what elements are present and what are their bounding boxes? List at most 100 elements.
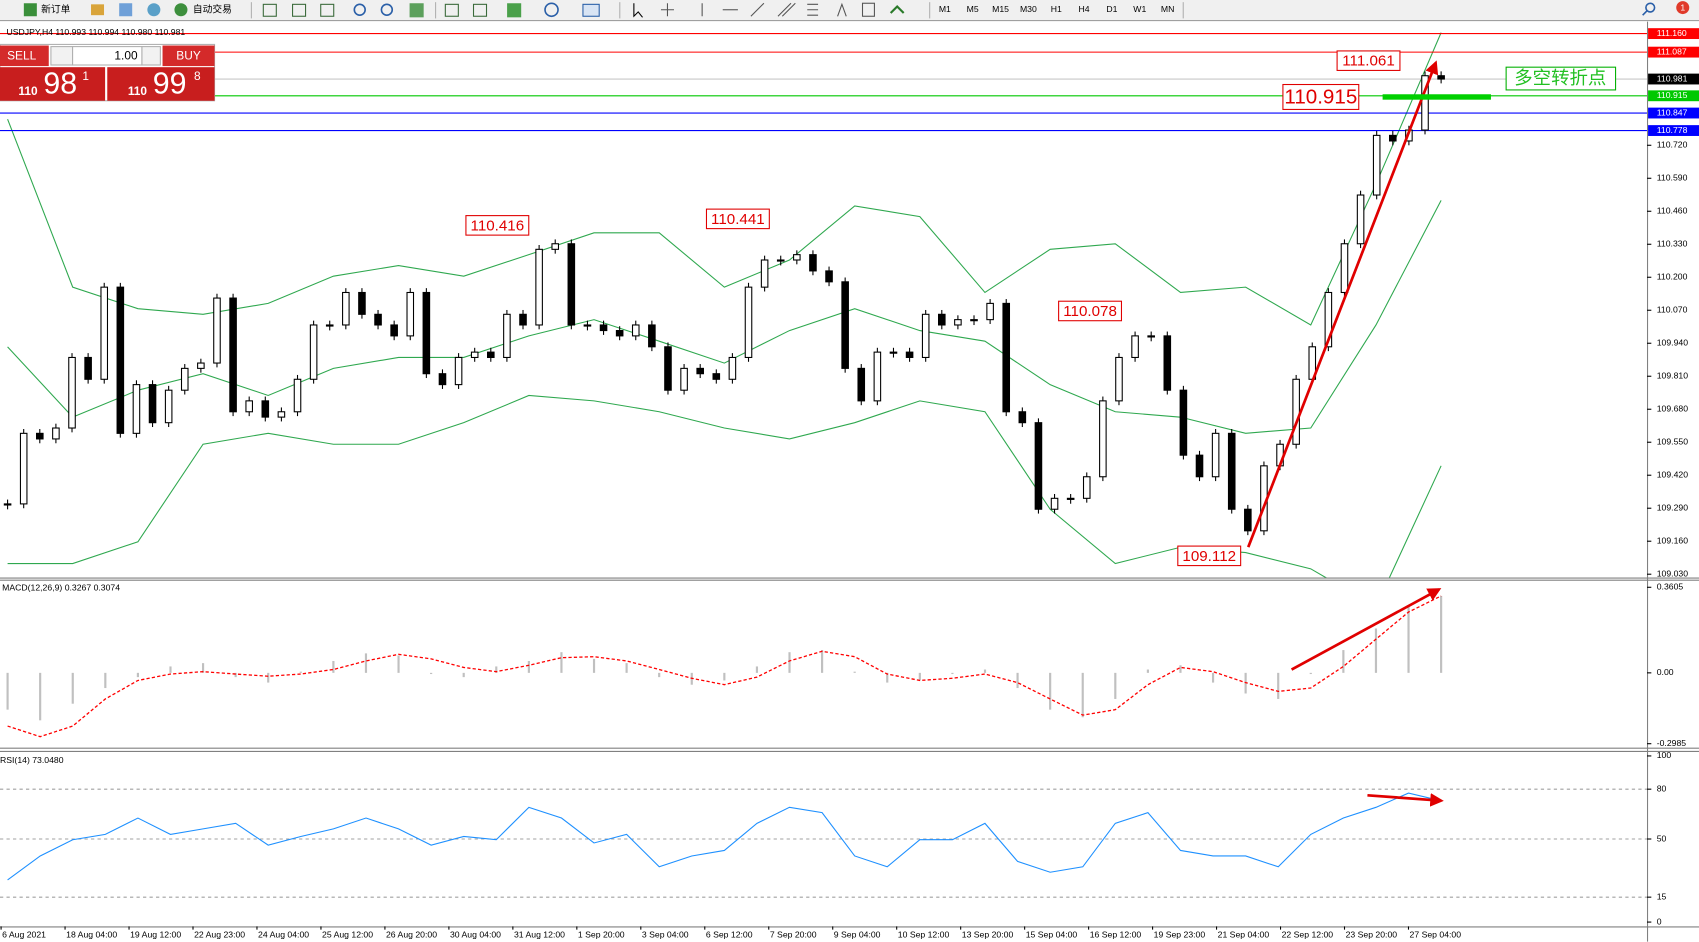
price-level-label: 111.087 [1657,46,1687,56]
auto-trading-button[interactable]: 自动交易 [193,2,232,15]
rsi-arrow[interactable] [1367,793,1444,807]
price-level-tag [1648,107,1699,119]
y-tick-label: 110.070 [1657,305,1688,315]
macd-bar [1049,672,1052,710]
zoom-out-icon[interactable] [380,3,394,16]
macd-bar [527,660,530,673]
ask-box[interactable] [107,67,215,101]
template-icon[interactable] [582,3,600,17]
y-tick-label: 109.420 [1657,470,1688,480]
y-tick-label: 80 [1657,783,1667,793]
y-tick-label: 110.330 [1657,239,1688,249]
timeframe-button[interactable]: D1 [1106,4,1117,14]
timeframe-button[interactable]: MN [1161,4,1174,14]
candle [631,324,640,337]
new-order-icon[interactable] [23,3,37,17]
macd-bar [625,663,628,673]
x-tick-label: 19 Sep 23:00 [1154,929,1206,939]
candle [1099,400,1107,478]
y-tick-label: 0.00 [1657,667,1674,677]
price-annotation: 110.915 [1284,85,1357,108]
sell-button[interactable] [0,45,49,67]
crosshair-icon[interactable] [660,3,674,17]
candle [52,427,60,440]
bid-box[interactable] [0,67,106,101]
y-tick-label: 0.3605 [1657,582,1684,592]
toolbar-icon[interactable] [444,3,459,17]
price-annotation-box[interactable] [1177,545,1242,567]
macd-bar [495,666,498,673]
toolbar-icon[interactable] [320,3,335,17]
timeframe-button[interactable]: M1 [939,4,951,14]
toolbar-icon[interactable] [472,3,488,17]
timeframe-button[interactable]: M15 [992,4,1009,14]
macd-plot [6,595,1443,738]
toolbar-icon[interactable] [409,3,424,18]
search-icon[interactable] [1645,2,1656,13]
toolbar-icon[interactable] [119,3,133,17]
notification-badge[interactable] [1676,1,1690,15]
trend-arrow[interactable] [1246,60,1439,548]
x-tick-label: 7 Sep 20:00 [770,929,817,939]
lots-value[interactable]: 1.00 [114,48,138,62]
toolbar-icon[interactable] [507,3,522,18]
candle [487,351,495,358]
price-annotation-box[interactable] [1058,300,1123,322]
timeframe-button[interactable]: W1 [1133,4,1146,14]
macd-bar [1277,672,1280,699]
trendline-icon[interactable] [750,2,765,17]
lots-up[interactable] [141,46,161,66]
price-annotation-box[interactable] [1336,50,1401,71]
label-icon[interactable] [861,2,875,17]
toolbar-icon[interactable] [292,3,307,17]
text-icon[interactable] [837,2,847,17]
macd-bar [1146,669,1149,673]
price-level-label: 110.778 [1657,125,1688,135]
candle [213,297,221,364]
toolbar-icons [23,1,1690,19]
sell-label[interactable]: SELL [7,48,37,62]
timeframe-button[interactable]: H1 [1051,4,1062,14]
x-tick-label: 15 Sep 04:00 [1026,929,1078,939]
zoom-in-icon[interactable] [353,3,366,16]
macd-bar [1374,628,1378,673]
bid-big: 110 [18,84,38,98]
candle [180,367,189,391]
green-marker[interactable] [1382,94,1491,100]
arrows-icon[interactable] [889,4,905,14]
channel-icon[interactable] [777,2,796,17]
timeframe-button[interactable]: H4 [1079,4,1090,14]
auto-trading-icon[interactable] [174,3,188,17]
candle [567,243,576,326]
candle [954,319,962,326]
y-tick-label: 109.160 [1657,535,1688,545]
toolbar-icon[interactable] [262,3,277,17]
price-annotation-box[interactable] [465,215,530,236]
macd-bar [853,671,856,673]
buy-label[interactable]: BUY [176,48,201,62]
candle [470,351,479,358]
cursor-icon[interactable] [633,3,643,18]
price-level-label: 110.847 [1657,107,1688,117]
macd-bar [267,672,270,683]
price-level-tag [1648,90,1699,102]
note-box[interactable] [1505,66,1617,91]
candle [615,330,624,337]
fibo-icon[interactable] [807,3,819,16]
timeframe-button[interactable]: M5 [967,4,979,14]
timeframe-button[interactable]: M30 [1020,4,1037,14]
new-order-button[interactable]: 新订单 [41,2,71,15]
macd-arrow[interactable] [1290,588,1442,671]
candle [1372,134,1381,196]
price-annotation-box[interactable] [705,208,770,230]
price-annotation-box[interactable] [1282,83,1360,110]
x-tick-label: 23 Sep 20:00 [1346,929,1398,939]
toolbar-icon[interactable] [91,4,105,16]
bollinger-band [7,200,1442,434]
lots-down[interactable] [50,46,74,66]
candle [1147,335,1155,338]
clock-icon[interactable] [544,2,559,18]
toolbar-icon[interactable] [147,3,161,17]
candle [873,351,882,402]
buy-button[interactable] [162,45,215,67]
